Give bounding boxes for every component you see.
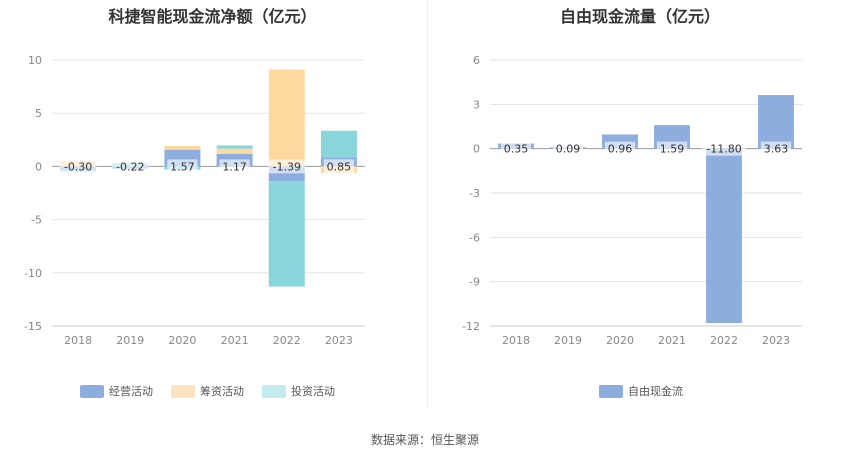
legend-item-free-cash-flow[interactable]: 自由现金流	[599, 383, 683, 399]
free-cash-flow-x-tick-label: 2022	[710, 334, 738, 347]
legend-label-financing: 筹资活动	[200, 385, 244, 398]
free-cash-flow-y-tick-label: -12	[462, 320, 480, 333]
net-cash-flow-data-label-bg	[59, 159, 97, 174]
net-cash-flow-data-label-bg	[219, 159, 250, 174]
free-cash-flow-y-tick-label: -3	[469, 187, 480, 200]
free-cash-flow-x-tick-label: 2019	[554, 334, 582, 347]
data-source-note: 数据来源：恒生聚源	[370, 433, 479, 447]
net-cash-flow-data-label: 1.57	[170, 160, 195, 173]
net-cash-flow-x-tick-label: 2023	[325, 334, 353, 347]
free-cash-flow-data-label: 0.09	[556, 143, 581, 156]
net-cash-flow-y-tick-label: 5	[35, 107, 42, 120]
net-cash-flow-bar-2	[268, 69, 305, 167]
free-cash-flow-x-tick-label: 2020	[606, 334, 634, 347]
free-cash-flow-x-tick-label: 2018	[502, 334, 530, 347]
free-cash-flow-data-label: 0.35	[504, 143, 529, 156]
free-cash-flow-data-label-bg	[702, 141, 746, 156]
free-cash-flow-data-label: 3.63	[764, 143, 789, 156]
free-cash-flow-legend: 自由现金流	[599, 383, 683, 399]
legend-swatch-free-cash-flow	[599, 384, 623, 398]
legend-swatch-financing	[171, 384, 195, 398]
free-cash-flow-y-tick-label: 0	[473, 143, 480, 156]
legend-swatch-investing	[262, 384, 286, 398]
free-cash-flow-bar-1	[758, 95, 794, 149]
net-cash-flow-data-label: 0.85	[327, 160, 352, 173]
free-cash-flow-data-label-bg	[604, 141, 636, 156]
free-cash-flow-data-label: 1.59	[660, 143, 685, 156]
free-cash-flow-bar-1	[706, 148, 742, 324]
net-cash-flow-data-label: -0.30	[64, 160, 92, 173]
net-cash-flow-data-label: 1.17	[222, 160, 247, 173]
net-cash-flow-y-tick-label: 0	[35, 160, 42, 173]
legend-item-investing[interactable]: 投资活动	[262, 383, 335, 399]
free-cash-flow-data-label: 0.96	[608, 143, 633, 156]
free-cash-flow-data-label-bg	[500, 141, 532, 156]
net-cash-flow-x-tick-label: 2020	[168, 334, 196, 347]
net-cash-flow-data-label-bg	[167, 159, 198, 174]
net-cash-flow-data-label: -0.22	[116, 160, 144, 173]
free-cash-flow-data-label-bg	[760, 141, 792, 156]
net-cash-flow-y-tick-label: -5	[31, 214, 42, 227]
net-cash-flow-y-tick-label: 10	[28, 54, 42, 67]
free-cash-flow-data-label-bg	[552, 141, 584, 156]
legend-label-free-cash-flow: 自由现金流	[628, 385, 683, 398]
net-cash-flow-bar-2	[164, 145, 201, 150]
free-cash-flow-y-tick-label: 6	[473, 54, 480, 67]
free-cash-flow-y-tick-label: -9	[469, 276, 480, 289]
net-cash-flow-data-label: -1.39	[273, 160, 301, 173]
net-cash-flow-x-tick-label: 2018	[64, 334, 92, 347]
legend-label-operating: 经营活动	[109, 385, 153, 398]
legend-item-operating[interactable]: 经营活动	[80, 383, 153, 399]
net-cash-flow-x-tick-label: 2021	[221, 334, 249, 347]
net-cash-flow-x-tick-label: 2019	[116, 334, 144, 347]
free-cash-flow-y-tick-label: -6	[469, 231, 480, 244]
free-cash-flow-x-tick-label: 2023	[762, 334, 790, 347]
net-cash-flow-y-tick-label: -10	[24, 267, 42, 280]
free-cash-flow-x-tick-label: 2021	[658, 334, 686, 347]
net-cash-flow-data-label-bg	[323, 159, 355, 174]
net-cash-flow-bar-3	[268, 181, 305, 287]
free-cash-flow-data-label-bg	[656, 141, 688, 156]
net-cash-flow-x-tick-label: 2022	[273, 334, 301, 347]
net-cash-flow-bar-3	[216, 145, 253, 149]
net-cash-flow-bar-2	[216, 148, 253, 154]
chart-title-free-cash-flow: 自由现金流量（亿元）	[559, 7, 720, 26]
legend-swatch-operating	[80, 384, 104, 398]
panel-divider	[427, 0, 428, 408]
chart-title-net-cash-flow: 科捷智能现金流净额（亿元）	[108, 7, 317, 26]
net-cash-flow-y-tick-label: -15	[24, 320, 42, 333]
free-cash-flow-data-label: -11.80	[706, 143, 741, 156]
free-cash-flow-y-tick-label: 3	[473, 98, 480, 111]
net-cash-flow-data-label-bg	[111, 159, 149, 174]
legend-item-financing[interactable]: 筹资活动	[171, 383, 244, 399]
net-cash-flow-legend: 经营活动 筹资活动 投资活动	[80, 383, 335, 399]
net-cash-flow-bar-3	[320, 130, 357, 158]
legend-label-investing: 投资活动	[291, 385, 335, 398]
net-cash-flow-data-label-bg	[268, 159, 306, 174]
